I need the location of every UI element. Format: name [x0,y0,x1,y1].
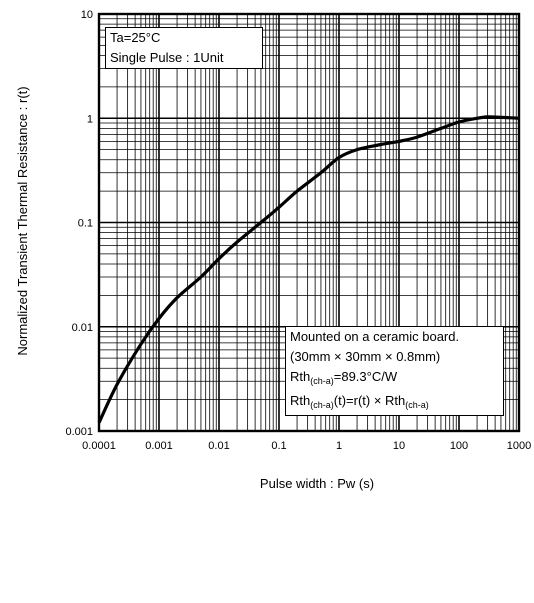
x-tick-label: 0.01 [208,440,229,452]
x-tick-labels: 0.0001 0.001 0.01 0.1 1 10 100 1000 [82,440,531,452]
x-tick-label: 10 [393,440,405,452]
x-tick-label: 1000 [507,440,531,452]
y-tick-label: 0.01 [72,322,93,334]
x-tick-label: 1 [336,440,342,452]
x-tick-label: 100 [450,440,468,452]
mounting-line-2: (30mm × 30mm × 0.8mm) [290,349,441,364]
mounting-line-1: Mounted on a ceramic board. [290,329,460,344]
rth-value-line: Rth(ch-a)=89.3°C/W [290,369,398,386]
y-tick-label: 0.1 [78,218,93,230]
condition-temperature: Ta=25°C [110,30,161,45]
conditions-box: Ta=25°C Single Pulse : 1Unit [105,27,263,69]
condition-pulse: Single Pulse : 1Unit [110,50,224,65]
x-tick-label: 0.1 [271,440,286,452]
series-layer [97,115,520,424]
y-tick-label: 10 [81,9,93,21]
watermark [210,481,331,602]
thermal-resistance-curve [97,115,520,424]
plot-frame [97,12,521,433]
x-tick-label: 0.0001 [82,440,116,452]
x-tick-label: 0.001 [145,440,173,452]
y-tick-labels: 0.001 0.01 0.1 1 10 [65,9,93,438]
mounting-info-box: Mounted on a ceramic board. (30mm × 30mm… [285,326,504,416]
y-tick-label: 1 [87,113,93,125]
chart: 0.0001 0.001 0.01 0.1 1 10 100 1000 0.0010.010.… [15,9,531,491]
rth-formula-line: Rth(ch-a)(t)=r(t) × Rth(ch-a) [290,393,429,410]
x-axis-label: Pulse width : Pw (s) [260,476,374,491]
y-axis-label: Normalized Transient Thermal Resistance … [15,86,30,355]
y-tick-label: 0.001 [65,426,93,438]
